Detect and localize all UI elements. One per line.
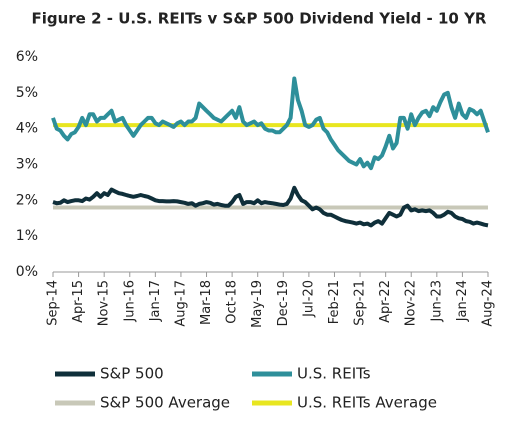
x-tick-label: Apr-15	[71, 280, 86, 323]
series-line	[52, 185, 489, 228]
x-tick-label: Dec-19	[276, 280, 291, 326]
x-tick-label: Jan-17	[148, 280, 163, 322]
x-tick-label: Nov-22	[404, 280, 419, 326]
x-tick-label: Sep-21	[353, 280, 368, 326]
x-tick-label: Apr-22	[378, 280, 393, 323]
x-tick-label: Jul-20	[301, 280, 316, 318]
y-tick-label: 2%	[16, 192, 38, 208]
y-tick-label: 3%	[16, 157, 38, 173]
legend-label: U.S. REITs Average	[297, 394, 437, 412]
legend-label: U.S. REITs	[297, 365, 371, 383]
y-tick-label: 6%	[16, 49, 38, 65]
x-tick-label: Nov-15	[97, 280, 112, 326]
y-tick-label: 1%	[16, 228, 38, 244]
x-tick-label: Aug-24	[481, 280, 496, 327]
legend-label: S&P 500	[100, 365, 164, 383]
y-tick-label: 5%	[16, 85, 38, 101]
y-tick-label: 0%	[16, 264, 38, 280]
x-tick-label: Feb-21	[327, 280, 342, 324]
chart-title: Figure 2 - U.S. REITs v S&P 500 Dividend…	[31, 10, 486, 28]
x-tick-label: Oct-18	[225, 280, 240, 324]
x-tick-label: Jan-24	[455, 280, 470, 322]
x-tick-label: Jun-16	[122, 280, 137, 323]
x-tick-label: Sep-14	[46, 280, 61, 326]
legend-label: S&P 500 Average	[100, 394, 230, 412]
y-tick-label: 4%	[16, 121, 38, 137]
x-tick-label: Aug-17	[173, 280, 188, 327]
x-tick-label: Jun-23	[429, 280, 444, 323]
x-tick-label: May-19	[250, 280, 265, 328]
series-line	[51, 76, 490, 171]
x-tick-label: Mar-18	[199, 280, 214, 325]
